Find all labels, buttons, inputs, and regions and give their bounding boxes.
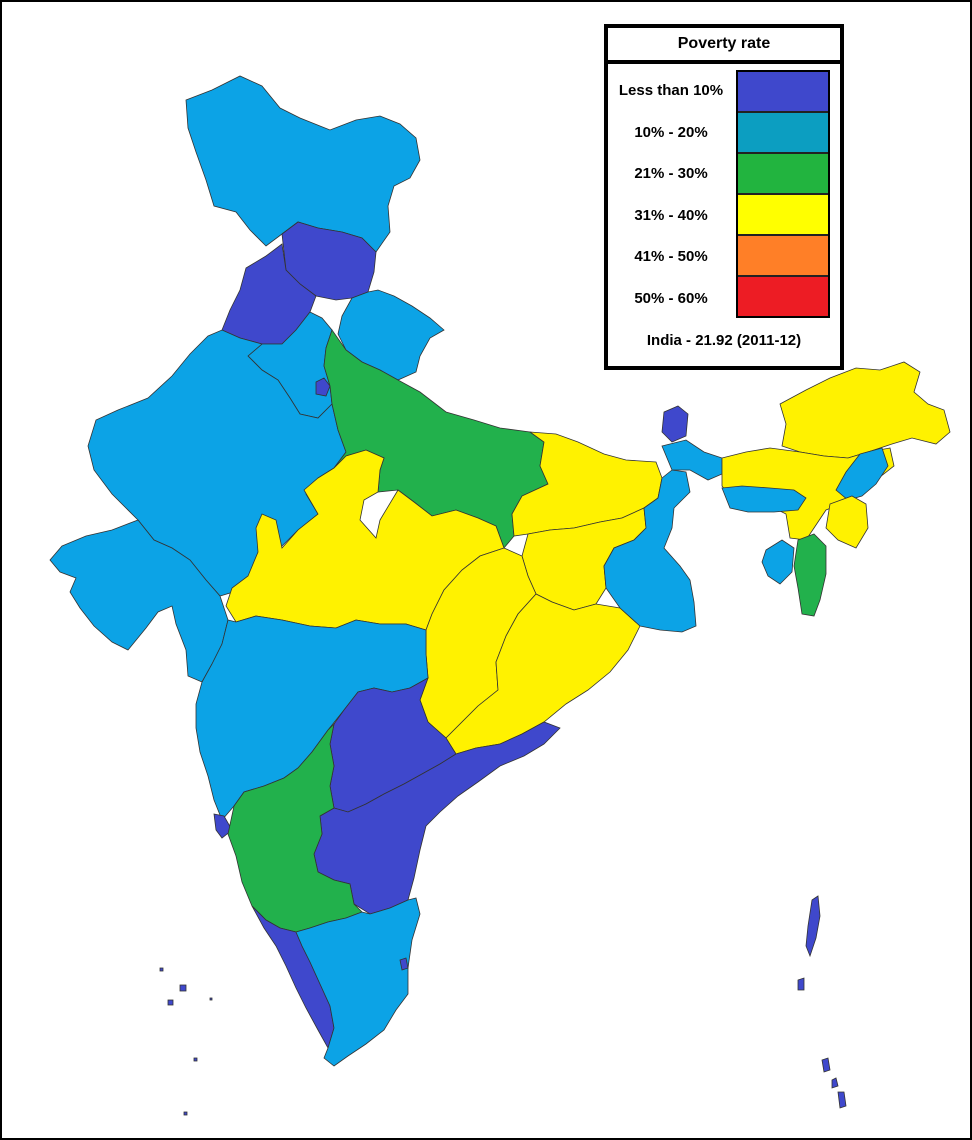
legend-swatches bbox=[736, 70, 830, 318]
legend-swatch bbox=[738, 72, 828, 113]
legend-swatch bbox=[738, 236, 828, 277]
legend-label: 10% - 20% bbox=[634, 124, 708, 141]
legend-label: 21% - 30% bbox=[634, 165, 708, 182]
state-gujarat[interactable] bbox=[49, 519, 229, 683]
legend-swatch bbox=[738, 277, 828, 316]
state-puducherry[interactable] bbox=[399, 957, 409, 971]
state-tamil-nadu[interactable] bbox=[295, 897, 421, 1067]
legend-label: Less than 10% bbox=[618, 82, 724, 99]
state-nagaland[interactable] bbox=[835, 447, 889, 501]
legend-body: Less than 10% 10% - 20% 21% - 30% 31% - … bbox=[608, 64, 840, 366]
legend-swatch bbox=[738, 154, 828, 195]
legend-title: Poverty rate bbox=[608, 28, 840, 64]
legend-swatch bbox=[738, 113, 828, 154]
state-tripura[interactable] bbox=[761, 539, 795, 585]
legend: Poverty rate Less than 10% 10% - 20% 21%… bbox=[604, 24, 844, 370]
state-sikkim[interactable] bbox=[661, 405, 689, 443]
state-delhi[interactable] bbox=[315, 377, 331, 397]
legend-footer: India - 21.92 (2011-12) bbox=[646, 332, 802, 349]
legend-swatch bbox=[738, 195, 828, 236]
state-manipur[interactable] bbox=[825, 495, 869, 549]
legend-label: 50% - 60% bbox=[634, 290, 708, 307]
state-jammu-kashmir[interactable] bbox=[185, 75, 421, 253]
state-west-bengal[interactable] bbox=[603, 469, 697, 633]
state-meghalaya[interactable] bbox=[721, 485, 807, 513]
state-mizoram[interactable] bbox=[793, 533, 827, 617]
legend-label: 41% - 50% bbox=[634, 248, 708, 265]
islands-lakshadweep bbox=[159, 967, 213, 1116]
state-uttarakhand[interactable] bbox=[337, 289, 445, 381]
state-arunachal-pradesh[interactable] bbox=[779, 361, 951, 459]
islands-andaman-nicobar bbox=[797, 895, 847, 1109]
state-goa[interactable] bbox=[213, 813, 233, 839]
legend-label: 31% - 40% bbox=[634, 207, 708, 224]
